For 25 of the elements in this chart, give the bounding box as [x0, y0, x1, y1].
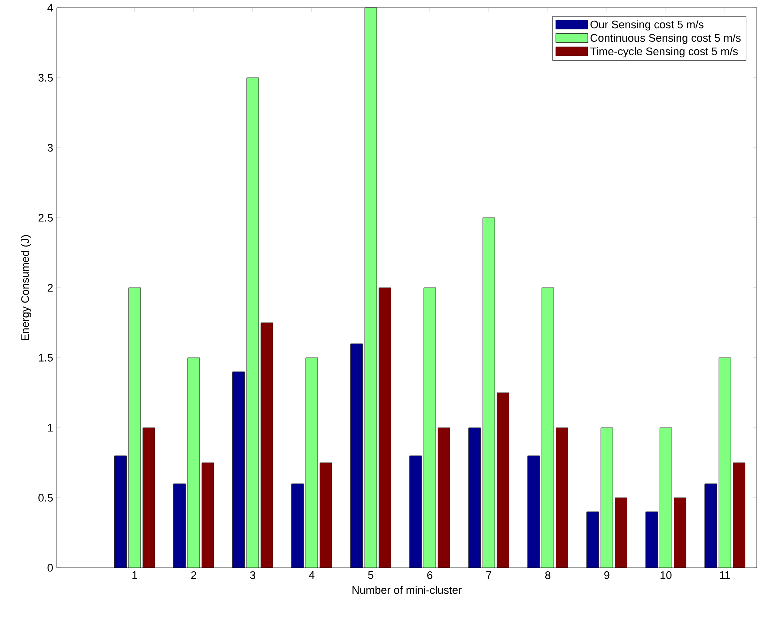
y-tick-label: 2.5 — [38, 214, 54, 222]
x-tick-label: 8 — [545, 572, 551, 580]
x-tick-label: 3 — [250, 572, 256, 580]
x-tick-label: 4 — [309, 572, 315, 580]
y-tick-label: 4 — [48, 4, 54, 12]
x-tick-label: 6 — [428, 572, 433, 580]
y-tick-label: 1.5 — [39, 354, 54, 362]
legend-label: Continuous Sensing cost 5 m/s — [590, 34, 741, 44]
legend-label: Time-cycle Sensing cost 5 m/s — [590, 47, 738, 58]
x-tick-label: 2 — [191, 572, 196, 580]
x-axis-title: Number of mini-cluster — [352, 586, 462, 594]
y-tick-label: 0.5 — [38, 494, 54, 502]
x-tick-label: 11 — [720, 572, 730, 580]
legend-label: Our Sensing cost 5 m/s — [590, 20, 704, 31]
x-tick-label: 9 — [604, 572, 610, 580]
y-tick-label: 3.5 — [38, 74, 54, 82]
y-axis-title: Energy Consumed (J) — [21, 235, 32, 340]
x-tick-label: 1 — [132, 572, 138, 580]
y-tick-label: 0 — [48, 564, 54, 572]
y-tick-label: 1 — [48, 424, 53, 432]
x-tick-label: 7 — [486, 572, 492, 580]
y-tick-label: 2 — [48, 284, 53, 292]
x-tick-label: 5 — [368, 572, 374, 580]
x-tick-label: 10 — [660, 572, 672, 580]
y-tick-label: 3 — [48, 144, 53, 152]
